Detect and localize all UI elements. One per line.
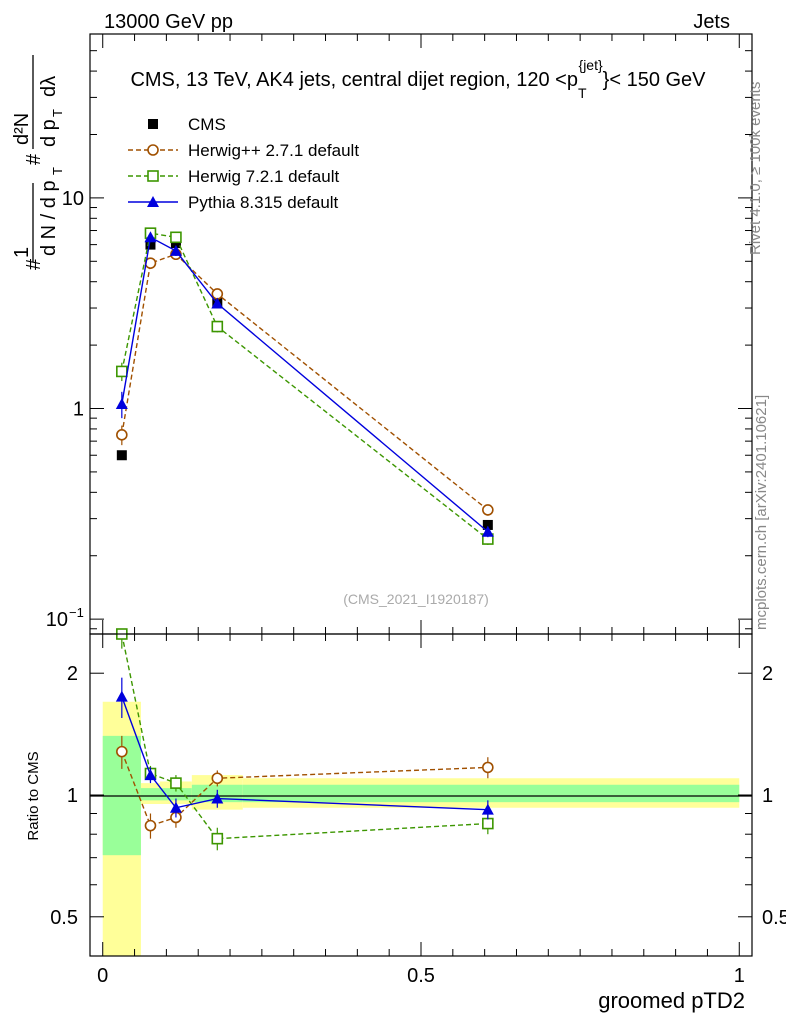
- legend-label: Pythia 8.315 default: [188, 193, 339, 212]
- ratio-y-tick-label: 0.5: [50, 907, 78, 929]
- statistical-band: [140, 788, 161, 801]
- series-pythia-8-315-default: [115, 231, 494, 538]
- ratio-point: [116, 745, 128, 758]
- ratio-point: [211, 832, 224, 845]
- legend-entry: Herwig++ 2.7.1 default: [128, 141, 359, 160]
- svg-text:#: #: [23, 258, 45, 270]
- ratio-point: [211, 772, 224, 785]
- data-point: [482, 504, 494, 516]
- legend-entry: Herwig 7.2.1 default: [128, 167, 339, 186]
- ratio-point: [115, 690, 128, 702]
- ratio-point: [170, 777, 182, 789]
- series-line: [121, 253, 489, 511]
- series-herwig-2-7-1-default: [116, 248, 494, 516]
- x-tick-label: 0.5: [407, 965, 435, 987]
- svg-text:T: T: [50, 109, 65, 117]
- x-tick-label: 0: [97, 965, 108, 987]
- legend-marker: [147, 144, 159, 156]
- ratio-panel: 2 2 1 1 0.5 0.5 0 0.5 1 Ratio to CMS groomed pTD…: [25, 628, 786, 1013]
- ratio-point: [482, 761, 494, 774]
- main-y-axis-label: # 1 d N / d p T # d²N d p T dλ: [11, 55, 65, 270]
- svg-text:1: 1: [11, 247, 33, 258]
- main-data-layer: [115, 227, 494, 545]
- legend-label: Herwig++ 2.7.1 default: [188, 141, 359, 160]
- analysis-watermark: (CMS_2021_I1920187): [343, 591, 489, 607]
- ratio-axes: 2 2 1 1 0.5 0.5 0 0.5 1: [50, 634, 786, 987]
- chart-title-subscript: T: [578, 85, 587, 101]
- ratio-y-axis-label: Ratio to CMS: [25, 751, 42, 840]
- ratio-y-tick-label-right: 2: [762, 663, 773, 685]
- ratio-point: [482, 817, 494, 830]
- legend-label: CMS: [188, 115, 226, 134]
- data-point: [169, 244, 182, 256]
- svg-text:d²N: d²N: [11, 113, 33, 145]
- data-point: [170, 231, 182, 244]
- data-point: [211, 297, 224, 309]
- chart-title-superscript: {jet}: [579, 57, 603, 73]
- statistical-band: [242, 784, 740, 803]
- main-y-tick-exponent: −1: [69, 605, 84, 620]
- category-label: Jets: [693, 11, 730, 33]
- ratio-y-tick-label: 2: [67, 663, 78, 685]
- data-point: [170, 238, 181, 249]
- series-herwig-7-2-1-default: [116, 227, 494, 545]
- data-point: [211, 320, 224, 333]
- legend-label: Herwig 7.2.1 default: [188, 167, 339, 186]
- chart-title: CMS, 13 TeV, AK4 jets, central dijet reg…: [130, 57, 706, 101]
- x-tick-label: 1: [734, 965, 745, 987]
- x-axis-label: groomed pTD2: [598, 988, 745, 1013]
- svg-text:d N / d p: d N / d p: [38, 180, 60, 256]
- ratio-series-pythia-8-315-default: [115, 677, 494, 820]
- main-y-tick-label: 10: [62, 188, 84, 210]
- series-cms: [116, 238, 493, 530]
- ratio-point: [169, 801, 182, 813]
- ratio-y-tick-label: 1: [67, 785, 78, 807]
- series-line: [121, 236, 489, 533]
- mcplots-source-label: mcplots.cern.ch [arXiv:2401.10621]: [753, 395, 770, 630]
- rivet-version-label: Rivet 4.1.0, ≥ 100k events: [747, 82, 764, 255]
- svg-text:d p: d p: [38, 119, 60, 147]
- data-point: [115, 398, 128, 410]
- data-point: [144, 231, 157, 243]
- main-y-tick-label: 1: [73, 399, 84, 421]
- ratio-point: [144, 819, 157, 832]
- chart-title-end: }< 150 GeV: [603, 69, 707, 91]
- legend: CMS Herwig++ 2.7.1 default Herwig 7.2.1 de…: [128, 115, 359, 212]
- legend-entry: Pythia 8.315 default: [128, 193, 339, 212]
- ratio-point: [144, 769, 157, 781]
- ratio-data-layer: [115, 628, 494, 851]
- main-y-tick-label: 10: [46, 609, 68, 631]
- legend-marker: [147, 170, 159, 182]
- svg-text:dλ: dλ: [38, 76, 60, 97]
- data-point: [481, 525, 494, 537]
- legend-marker: [147, 196, 159, 207]
- chart-title-main: CMS, 13 TeV, AK4 jets, central dijet reg…: [130, 69, 578, 91]
- data-point: [145, 239, 156, 250]
- legend-entry: CMS: [148, 115, 226, 134]
- data-point: [482, 519, 493, 530]
- svg-text:T: T: [50, 167, 65, 175]
- data-point: [116, 429, 128, 441]
- beam-label: 13000 GeV pp: [104, 11, 233, 33]
- ratio-uncertainty-bands: [102, 701, 740, 956]
- data-point: [211, 288, 224, 300]
- ratio-y-tick-label-right: 1: [762, 785, 773, 807]
- ratio-point: [481, 803, 494, 815]
- svg-text:#: #: [23, 153, 45, 165]
- data-point: [116, 450, 127, 461]
- data-point: [116, 365, 128, 378]
- ratio-point: [211, 792, 224, 804]
- ratio-y-tick-label-right: 0.5: [762, 907, 786, 929]
- legend-marker: [148, 119, 158, 129]
- ratio-frame: [89, 633, 753, 957]
- series-line: [121, 232, 489, 540]
